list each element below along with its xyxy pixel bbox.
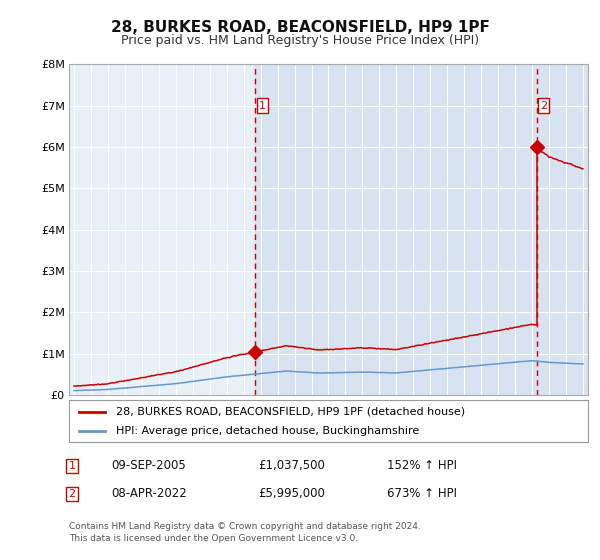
Bar [256,64,588,395]
Text: 2: 2 [540,101,547,111]
Text: 2: 2 [68,489,76,499]
Text: HPI: Average price, detached house, Buckinghamshire: HPI: Average price, detached house, Buck… [116,426,419,436]
Text: Contains HM Land Registry data © Crown copyright and database right 2024.
This d: Contains HM Land Registry data © Crown c… [69,522,421,543]
Text: 1: 1 [259,101,266,111]
Text: 28, BURKES ROAD, BEACONSFIELD, HP9 1PF: 28, BURKES ROAD, BEACONSFIELD, HP9 1PF [110,20,490,35]
Text: 28, BURKES ROAD, BEACONSFIELD, HP9 1PF (detached house): 28, BURKES ROAD, BEACONSFIELD, HP9 1PF (… [116,407,465,417]
Text: 09-SEP-2005: 09-SEP-2005 [111,459,186,473]
Text: 1: 1 [68,461,76,471]
Text: £5,995,000: £5,995,000 [258,487,325,501]
Text: Price paid vs. HM Land Registry's House Price Index (HPI): Price paid vs. HM Land Registry's House … [121,34,479,46]
Text: 673% ↑ HPI: 673% ↑ HPI [387,487,457,501]
FancyBboxPatch shape [69,400,588,442]
Text: 08-APR-2022: 08-APR-2022 [111,487,187,501]
Text: 152% ↑ HPI: 152% ↑ HPI [387,459,457,473]
Text: £1,037,500: £1,037,500 [258,459,325,473]
